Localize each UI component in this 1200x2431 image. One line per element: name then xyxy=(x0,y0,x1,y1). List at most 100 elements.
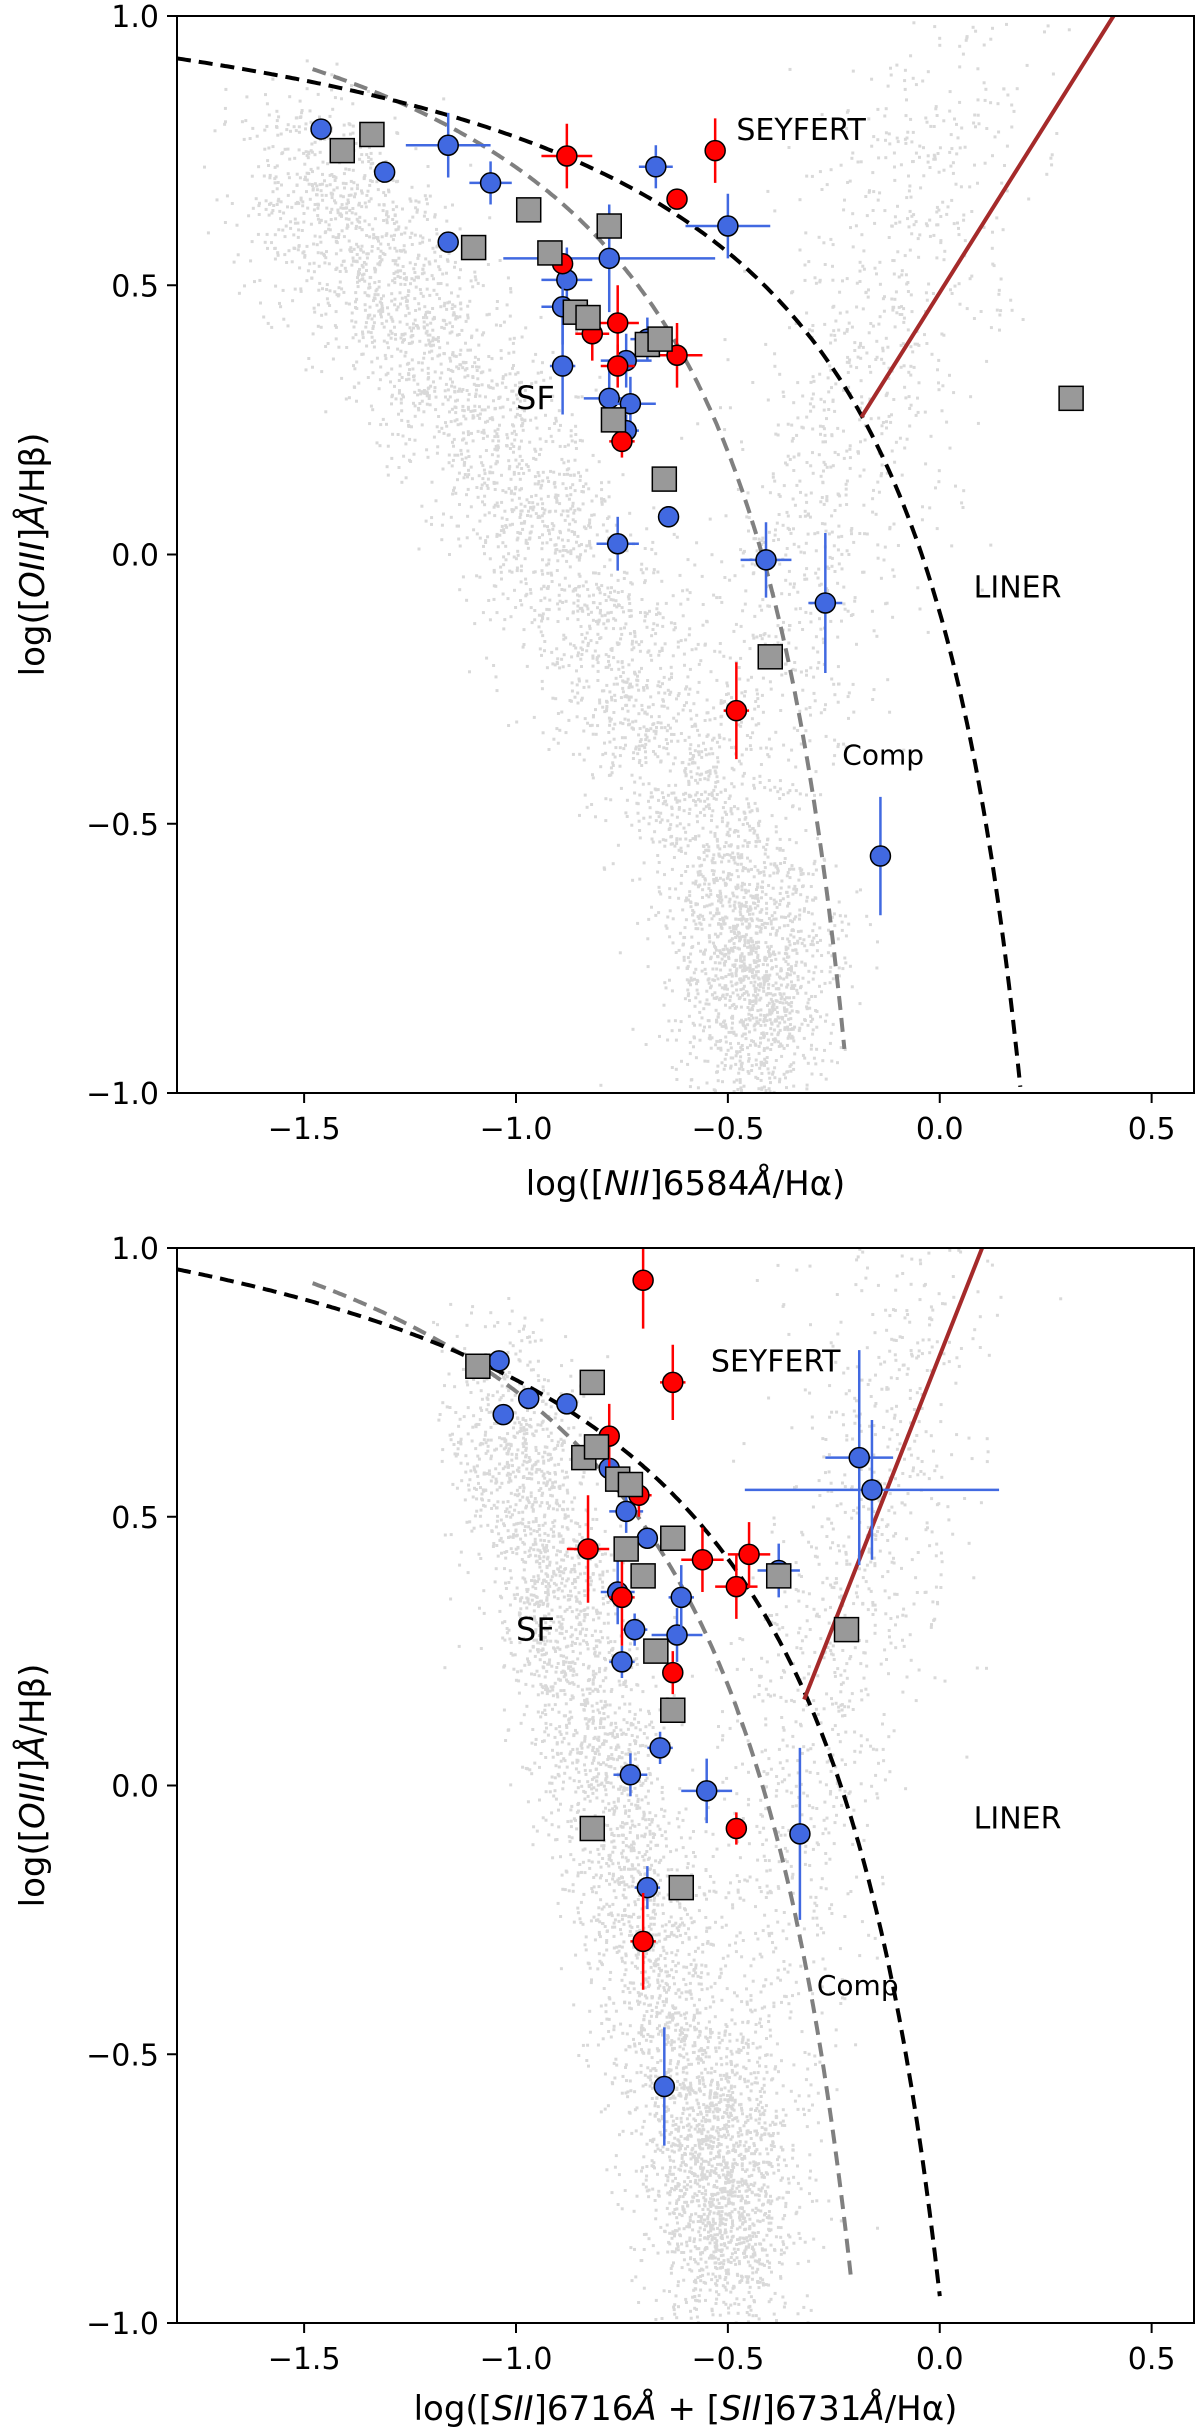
background-galaxy xyxy=(483,472,487,476)
background-galaxy xyxy=(897,305,901,309)
background-galaxy xyxy=(603,710,607,714)
background-galaxy xyxy=(362,261,366,264)
background-galaxy xyxy=(376,247,380,251)
background-galaxy xyxy=(694,647,698,651)
background-galaxy xyxy=(308,262,312,266)
background-galaxy xyxy=(251,126,255,130)
background-galaxy xyxy=(312,261,316,265)
background-galaxy xyxy=(769,992,773,996)
background-galaxy xyxy=(682,652,686,656)
background-galaxy xyxy=(633,791,637,795)
background-galaxy xyxy=(729,809,733,813)
background-galaxy xyxy=(466,449,470,453)
background-galaxy xyxy=(767,917,771,920)
background-galaxy xyxy=(870,144,874,148)
background-galaxy xyxy=(804,707,808,711)
background-galaxy xyxy=(714,876,718,880)
background-galaxy xyxy=(759,1013,763,1017)
background-galaxy xyxy=(1027,197,1031,201)
background-galaxy xyxy=(608,558,612,562)
background-galaxy xyxy=(763,852,767,856)
background-galaxy xyxy=(336,211,340,215)
background-galaxy xyxy=(309,120,313,124)
background-galaxy xyxy=(723,963,727,967)
background-galaxy xyxy=(369,151,373,155)
background-galaxy xyxy=(650,658,654,662)
background-galaxy xyxy=(403,231,407,235)
background-galaxy xyxy=(666,793,670,797)
background-galaxy xyxy=(677,896,681,900)
background-galaxy xyxy=(883,209,887,213)
background-galaxy xyxy=(367,286,371,290)
background-galaxy xyxy=(799,986,802,990)
background-galaxy xyxy=(602,689,606,693)
background-galaxy xyxy=(510,442,514,446)
background-galaxy xyxy=(788,973,792,977)
background-galaxy xyxy=(800,1022,804,1026)
background-galaxy xyxy=(594,494,598,498)
background-galaxy xyxy=(723,996,727,1000)
background-galaxy xyxy=(662,796,665,799)
background-galaxy xyxy=(705,893,709,897)
background-galaxy xyxy=(509,477,513,481)
background-galaxy xyxy=(832,682,836,686)
background-galaxy xyxy=(740,691,744,695)
background-galaxy xyxy=(546,585,550,589)
background-galaxy xyxy=(633,634,637,638)
background-galaxy xyxy=(750,717,754,721)
background-galaxy xyxy=(541,507,544,511)
background-galaxy xyxy=(767,950,771,953)
background-galaxy xyxy=(390,367,394,371)
background-galaxy xyxy=(767,1087,771,1091)
background-galaxy xyxy=(506,436,510,440)
background-galaxy xyxy=(954,484,957,488)
background-galaxy xyxy=(558,666,562,670)
background-galaxy xyxy=(469,505,473,509)
background-galaxy xyxy=(760,890,764,894)
background-galaxy xyxy=(390,456,394,460)
background-galaxy xyxy=(750,1069,754,1072)
background-galaxy xyxy=(860,233,864,237)
background-galaxy xyxy=(842,429,845,433)
background-galaxy xyxy=(564,731,568,735)
background-galaxy xyxy=(518,399,522,403)
background-galaxy xyxy=(424,343,428,347)
background-galaxy xyxy=(804,991,808,995)
background-galaxy xyxy=(417,408,421,412)
background-galaxy xyxy=(492,505,496,509)
background-galaxy xyxy=(465,493,468,497)
background-galaxy xyxy=(908,209,912,213)
background-galaxy xyxy=(735,1078,739,1082)
background-galaxy xyxy=(736,807,740,811)
background-galaxy xyxy=(742,966,746,970)
background-galaxy xyxy=(638,776,642,780)
background-galaxy xyxy=(805,577,809,581)
background-galaxy xyxy=(522,628,526,632)
background-galaxy xyxy=(713,991,717,995)
background-galaxy xyxy=(735,895,739,899)
background-galaxy xyxy=(768,680,772,684)
background-galaxy xyxy=(819,582,823,586)
background-galaxy xyxy=(605,707,609,711)
background-galaxy xyxy=(709,1046,713,1050)
background-galaxy xyxy=(580,633,584,636)
background-galaxy xyxy=(391,432,395,436)
background-galaxy xyxy=(925,224,929,228)
background-galaxy xyxy=(769,959,773,963)
background-galaxy xyxy=(858,532,862,535)
background-galaxy xyxy=(742,958,746,962)
background-galaxy xyxy=(746,926,750,930)
background-galaxy xyxy=(369,197,373,201)
background-galaxy xyxy=(733,900,737,904)
background-galaxy xyxy=(788,912,792,916)
background-galaxy xyxy=(845,110,849,114)
background-galaxy xyxy=(607,773,611,777)
background-galaxy xyxy=(640,598,644,601)
background-galaxy xyxy=(900,313,904,316)
background-galaxy xyxy=(395,180,398,184)
background-galaxy xyxy=(722,654,726,658)
background-galaxy xyxy=(297,148,301,152)
background-galaxy xyxy=(324,220,328,224)
background-galaxy xyxy=(799,893,803,897)
